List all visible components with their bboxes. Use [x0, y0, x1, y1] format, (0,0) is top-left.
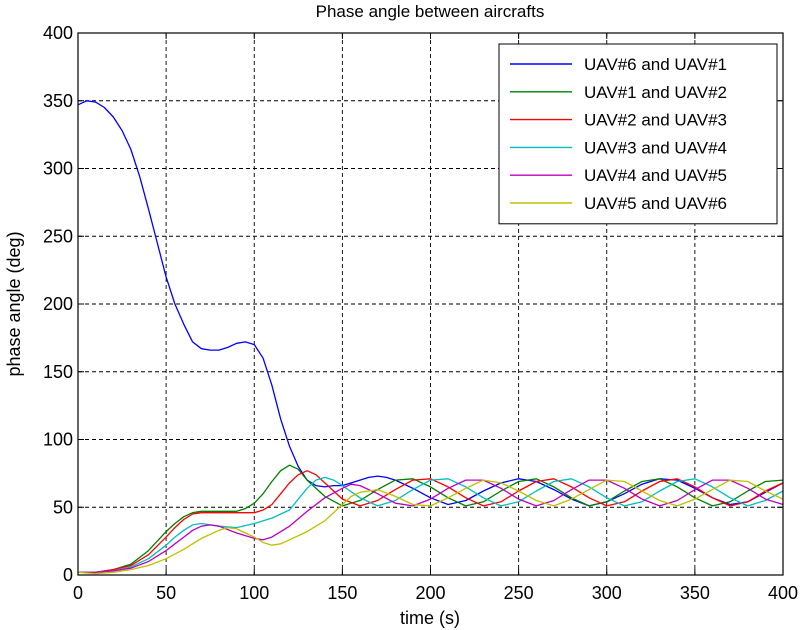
legend-box [498, 43, 778, 225]
series-line-3 [78, 470, 784, 573]
y-tick-label: 250 [43, 226, 73, 246]
axis-ticks: 0 50 100 150 200 250 300 350 400 0 50 100 150 200 250 3… [43, 23, 798, 603]
legend-label: UAV#4 and UAV#5 [584, 166, 727, 185]
series-line-5 [78, 479, 784, 573]
x-tick-label: 50 [156, 583, 176, 603]
y-tick-label: 200 [43, 294, 73, 314]
y-tick-label: 150 [43, 362, 73, 382]
y-axis-label: phase angle (deg) [4, 231, 24, 376]
y-tick-label: 100 [43, 430, 73, 450]
y-tick-label: 300 [43, 159, 73, 179]
x-tick-label: 0 [73, 583, 83, 603]
x-tick-label: 250 [504, 583, 534, 603]
series-lines [77, 100, 784, 575]
x-tick-label: 300 [592, 583, 622, 603]
legend-label: UAV#3 and UAV#4 [584, 138, 727, 157]
legend-label: UAV#5 and UAV#6 [584, 194, 727, 213]
legend-label: UAV#1 and UAV#2 [584, 83, 727, 102]
series-line-1 [77, 100, 784, 507]
legend-label: UAV#2 and UAV#3 [584, 111, 727, 130]
grid [78, 33, 783, 575]
y-tick-label: 50 [53, 497, 73, 517]
chart-title: Phase angle between aircrafts [316, 2, 545, 21]
x-tick-label: 150 [327, 583, 357, 603]
x-tick-label: 100 [239, 583, 269, 603]
y-tick-label: 0 [63, 565, 73, 585]
y-tick-label: 350 [43, 91, 73, 111]
x-tick-label: 350 [680, 583, 710, 603]
y-tick-label: 400 [43, 23, 73, 43]
series-line-6 [77, 479, 784, 575]
x-axis-label: time (s) [400, 608, 460, 628]
legend: UAV#6 and UAV#1 UAV#1 and UAV#2 UAV#2 and … [498, 43, 778, 225]
x-tick-label: 200 [415, 583, 445, 603]
x-tick-label: 400 [768, 583, 798, 603]
legend-label: UAV#6 and UAV#1 [584, 55, 727, 74]
